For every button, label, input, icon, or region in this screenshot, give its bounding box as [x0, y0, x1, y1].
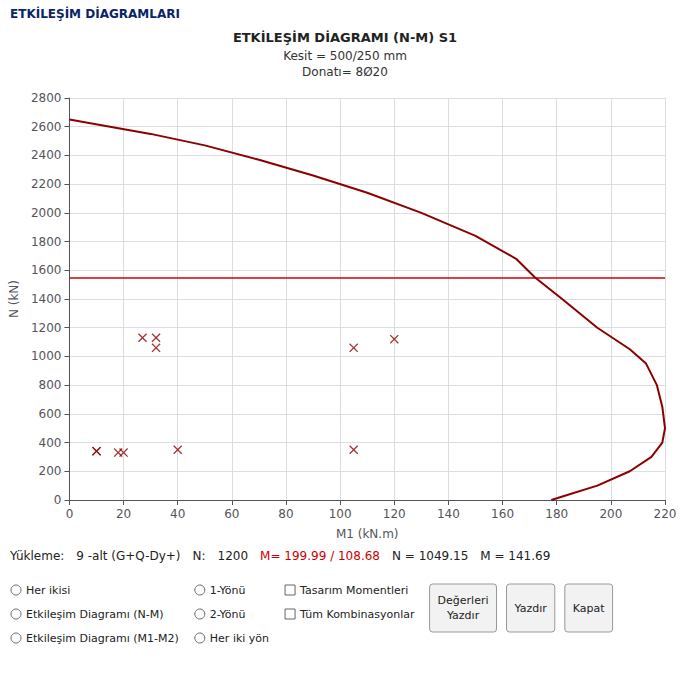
svg-text:220: 220 [654, 507, 677, 521]
svg-text:1000: 1000 [31, 349, 62, 363]
svg-text:0: 0 [54, 493, 62, 507]
svg-text:Yazdır: Yazdır [446, 609, 480, 622]
svg-text:M = 141.69: M = 141.69 [480, 549, 550, 563]
svg-text:Değerleri: Değerleri [438, 594, 489, 607]
svg-text:120: 120 [383, 507, 406, 521]
svg-text:Donatı= 8Ø20: Donatı= 8Ø20 [302, 65, 388, 79]
svg-text:ETKİLEŞİM DİAGRAMLARI: ETKİLEŞİM DİAGRAMLARI [10, 6, 180, 21]
svg-text:100: 100 [329, 507, 352, 521]
svg-text:N (kN): N (kN) [7, 280, 21, 318]
svg-text:80: 80 [278, 507, 293, 521]
svg-text:M= 199.99 / 108.68: M= 199.99 / 108.68 [260, 549, 380, 563]
svg-text:180: 180 [545, 507, 568, 521]
svg-text:2800: 2800 [31, 91, 62, 105]
svg-text:Yükleme:: Yükleme: [9, 549, 64, 563]
svg-text:1800: 1800 [31, 235, 62, 249]
svg-text:800: 800 [39, 378, 62, 392]
svg-text:20: 20 [116, 507, 131, 521]
svg-text:1-Yönü: 1-Yönü [210, 584, 246, 597]
svg-text:Kapat: Kapat [573, 602, 605, 615]
svg-text:1200: 1200 [31, 321, 62, 335]
svg-text:200: 200 [39, 464, 62, 478]
svg-text:2-Yönü: 2-Yönü [210, 608, 246, 621]
svg-text:M1 (kN.m): M1 (kN.m) [336, 527, 399, 541]
svg-text:Kesit = 500/250 mm: Kesit = 500/250 mm [283, 49, 407, 63]
svg-text:N:: N: [193, 549, 206, 563]
svg-text:2000: 2000 [31, 206, 62, 220]
svg-text:N = 1049.15: N = 1049.15 [392, 549, 468, 563]
svg-text:140: 140 [437, 507, 460, 521]
svg-text:160: 160 [491, 507, 514, 521]
svg-text:0: 0 [66, 507, 74, 521]
svg-text:9 -alt (G+Q-Dy+): 9 -alt (G+Q-Dy+) [76, 549, 180, 563]
svg-text:Tüm Kombinasyonlar: Tüm Kombinasyonlar [299, 608, 415, 621]
svg-text:Her iki yön: Her iki yön [210, 632, 269, 645]
svg-text:Yazdır: Yazdır [514, 602, 548, 615]
svg-text:2200: 2200 [31, 177, 62, 191]
svg-text:2600: 2600 [31, 120, 62, 134]
svg-text:1600: 1600 [31, 263, 62, 277]
svg-text:Her ikisi: Her ikisi [26, 584, 70, 597]
svg-text:Etkileşim Diagramı (M1-M2): Etkileşim Diagramı (M1-M2) [26, 632, 179, 645]
svg-text:2400: 2400 [31, 148, 62, 162]
svg-text:600: 600 [39, 407, 62, 421]
svg-text:400: 400 [39, 436, 62, 450]
svg-text:Etkileşim Diagramı (N-M): Etkileşim Diagramı (N-M) [26, 608, 164, 621]
svg-text:40: 40 [170, 507, 185, 521]
svg-text:60: 60 [224, 507, 239, 521]
svg-text:Tasarım Momentleri: Tasarım Momentleri [299, 584, 408, 597]
svg-text:200: 200 [599, 507, 622, 521]
svg-text:1400: 1400 [31, 292, 62, 306]
svg-text:ETKİLEŞİM DİAGRAMI (N-M) S1: ETKİLEŞİM DİAGRAMI (N-M) S1 [233, 30, 457, 45]
svg-text:1200: 1200 [218, 549, 249, 563]
